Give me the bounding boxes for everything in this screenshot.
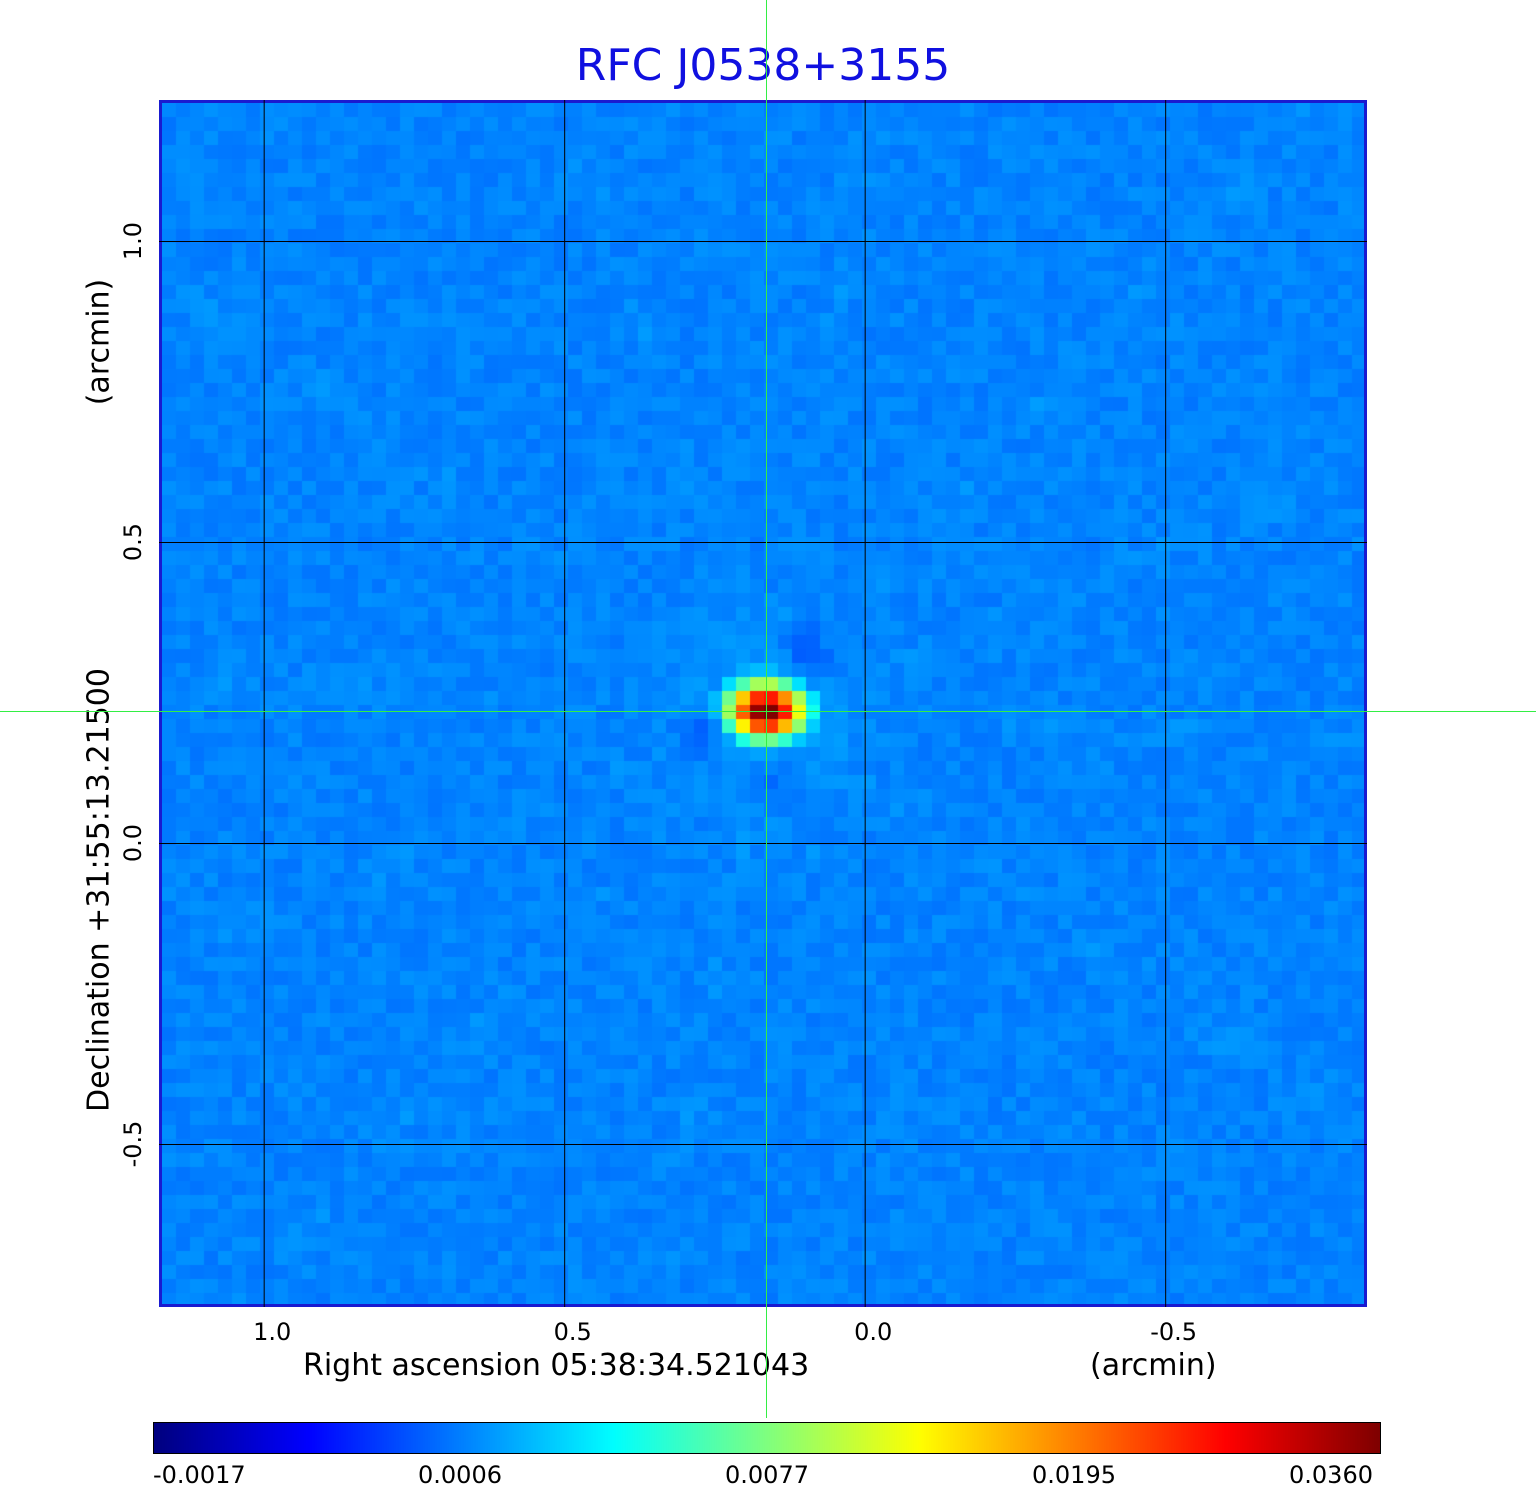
colorbar-tick-label: 0.0006 [418, 1461, 502, 1489]
colorbar-tick-label: 0.0360 [1289, 1461, 1373, 1489]
x-tick-label: -0.5 [1150, 1318, 1198, 1346]
x-tick-label: 1.0 [253, 1318, 292, 1346]
x-axis-label: Right ascension 05:38:34.521043 [303, 1348, 810, 1383]
image-plot-area[interactable] [159, 100, 1367, 1307]
colorbar [153, 1422, 1381, 1454]
colorbar-tick-label: 0.0077 [725, 1461, 809, 1489]
colorbar-tick-label: 0.0195 [1032, 1461, 1116, 1489]
y-axis-unit: (arcmin) [81, 278, 117, 406]
crosshair-horizontal [0, 711, 1536, 713]
y-tick-label: -0.5 [119, 1121, 147, 1168]
y-tick-label: 0.0 [119, 824, 147, 863]
colorbar-tick-label: -0.0017 [153, 1461, 246, 1489]
y-tick-label: 0.5 [119, 523, 147, 562]
intensity-map [162, 103, 1364, 1304]
crosshair-vertical [766, 0, 767, 1418]
x-tick-label: 0.5 [553, 1318, 592, 1346]
y-tick-label: 1.0 [119, 222, 147, 261]
y-axis-label: Declination +31:55:13.21500 [81, 668, 117, 1112]
x-axis-unit: (arcmin) [1090, 1348, 1217, 1383]
x-tick-label: 0.0 [854, 1318, 893, 1346]
chart-title: RFC J0538+3155 [575, 40, 951, 91]
